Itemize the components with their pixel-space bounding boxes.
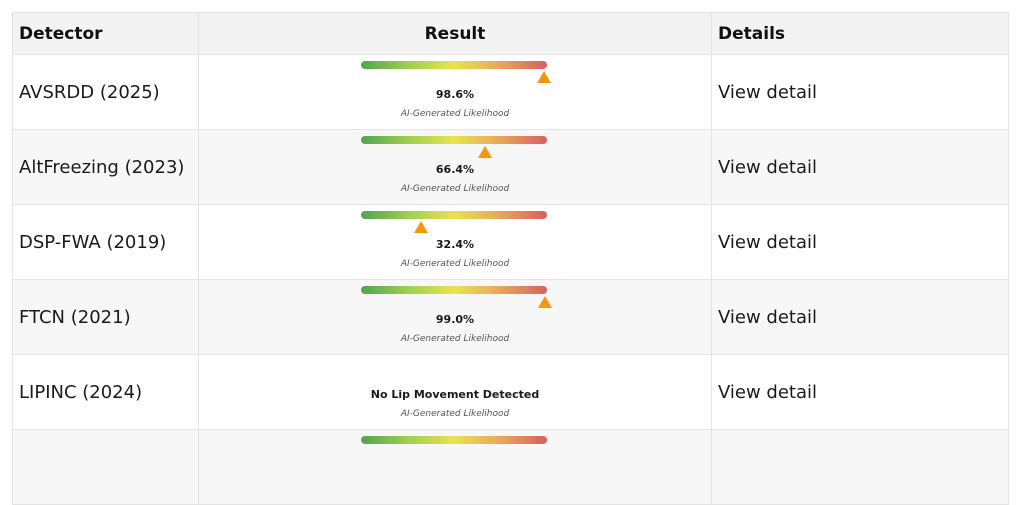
table-row: DSP-FWA (2019) 32.4% AI-Generated Likeli…: [12, 204, 1009, 280]
no-lip-movement-status: No Lip Movement Detected: [370, 388, 540, 401]
triangle-up-icon: [537, 71, 552, 83]
detector-name: FTCN (2021): [12, 279, 199, 355]
table-row: AVSRDD (2025) 98.6% AI-Generated Likelih…: [12, 54, 1009, 130]
likelihood-meter: [361, 211, 547, 233]
result-cell: 99.0% AI-Generated Likelihood: [198, 279, 712, 355]
table-header-row: Detector Result Details: [12, 12, 1009, 55]
result-cell: 98.6% AI-Generated Likelihood: [198, 54, 712, 130]
table-row: FTCN (2021) 99.0% AI-Generated Likelihoo…: [12, 279, 1009, 355]
view-detail-link[interactable]: View detail: [711, 204, 1009, 280]
likelihood-value: 66.4%: [435, 163, 475, 176]
likelihood-value: 98.6%: [435, 88, 475, 101]
detector-name: AltFreezing (2023): [12, 129, 199, 205]
header-result: Result: [198, 12, 712, 55]
likelihood-caption: AI-Generated Likelihood: [400, 334, 510, 344]
view-detail-link[interactable]: View detail: [711, 129, 1009, 205]
likelihood-value: 99.0%: [435, 313, 475, 326]
view-detail-link[interactable]: View detail: [711, 279, 1009, 355]
likelihood-caption: AI-Generated Likelihood: [400, 409, 510, 419]
likelihood-caption: AI-Generated Likelihood: [400, 259, 510, 269]
result-cell: 66.4% AI-Generated Likelihood: [198, 129, 712, 205]
view-detail-link[interactable]: View detail: [711, 54, 1009, 130]
likelihood-caption: AI-Generated Likelihood: [400, 184, 510, 194]
detector-results-table: Detector Result Details AVSRDD (2025) 98…: [12, 12, 1009, 505]
table-row: [12, 429, 1009, 505]
detector-name: [12, 429, 199, 505]
view-detail-link[interactable]: View detail: [711, 354, 1009, 430]
result-cell: 32.4% AI-Generated Likelihood: [198, 204, 712, 280]
table-row: AltFreezing (2023) 66.4% AI-Generated Li…: [12, 129, 1009, 205]
likelihood-caption: AI-Generated Likelihood: [400, 109, 510, 119]
likelihood-meter: [361, 61, 552, 83]
detector-name: AVSRDD (2025): [12, 54, 199, 130]
likelihood-meter: [361, 286, 553, 308]
likelihood-value: 32.4%: [435, 238, 475, 251]
detector-name: DSP-FWA (2019): [12, 204, 199, 280]
table-row: LIPINC (2024) No Lip Movement Detected A…: [12, 354, 1009, 430]
result-cell: No Lip Movement Detected AI-Generated Li…: [198, 354, 712, 430]
detector-name: LIPINC (2024): [12, 354, 199, 430]
triangle-up-icon: [414, 221, 429, 233]
likelihood-meter: [361, 436, 547, 444]
result-cell: [198, 429, 712, 505]
header-detector: Detector: [12, 12, 199, 55]
header-details: Details: [711, 12, 1009, 55]
triangle-up-icon: [477, 146, 492, 158]
likelihood-meter: [361, 136, 547, 158]
details-cell: [711, 429, 1009, 505]
triangle-up-icon: [538, 296, 553, 308]
detector-results-table-container: Detector Result Details AVSRDD (2025) 98…: [12, 12, 1009, 505]
